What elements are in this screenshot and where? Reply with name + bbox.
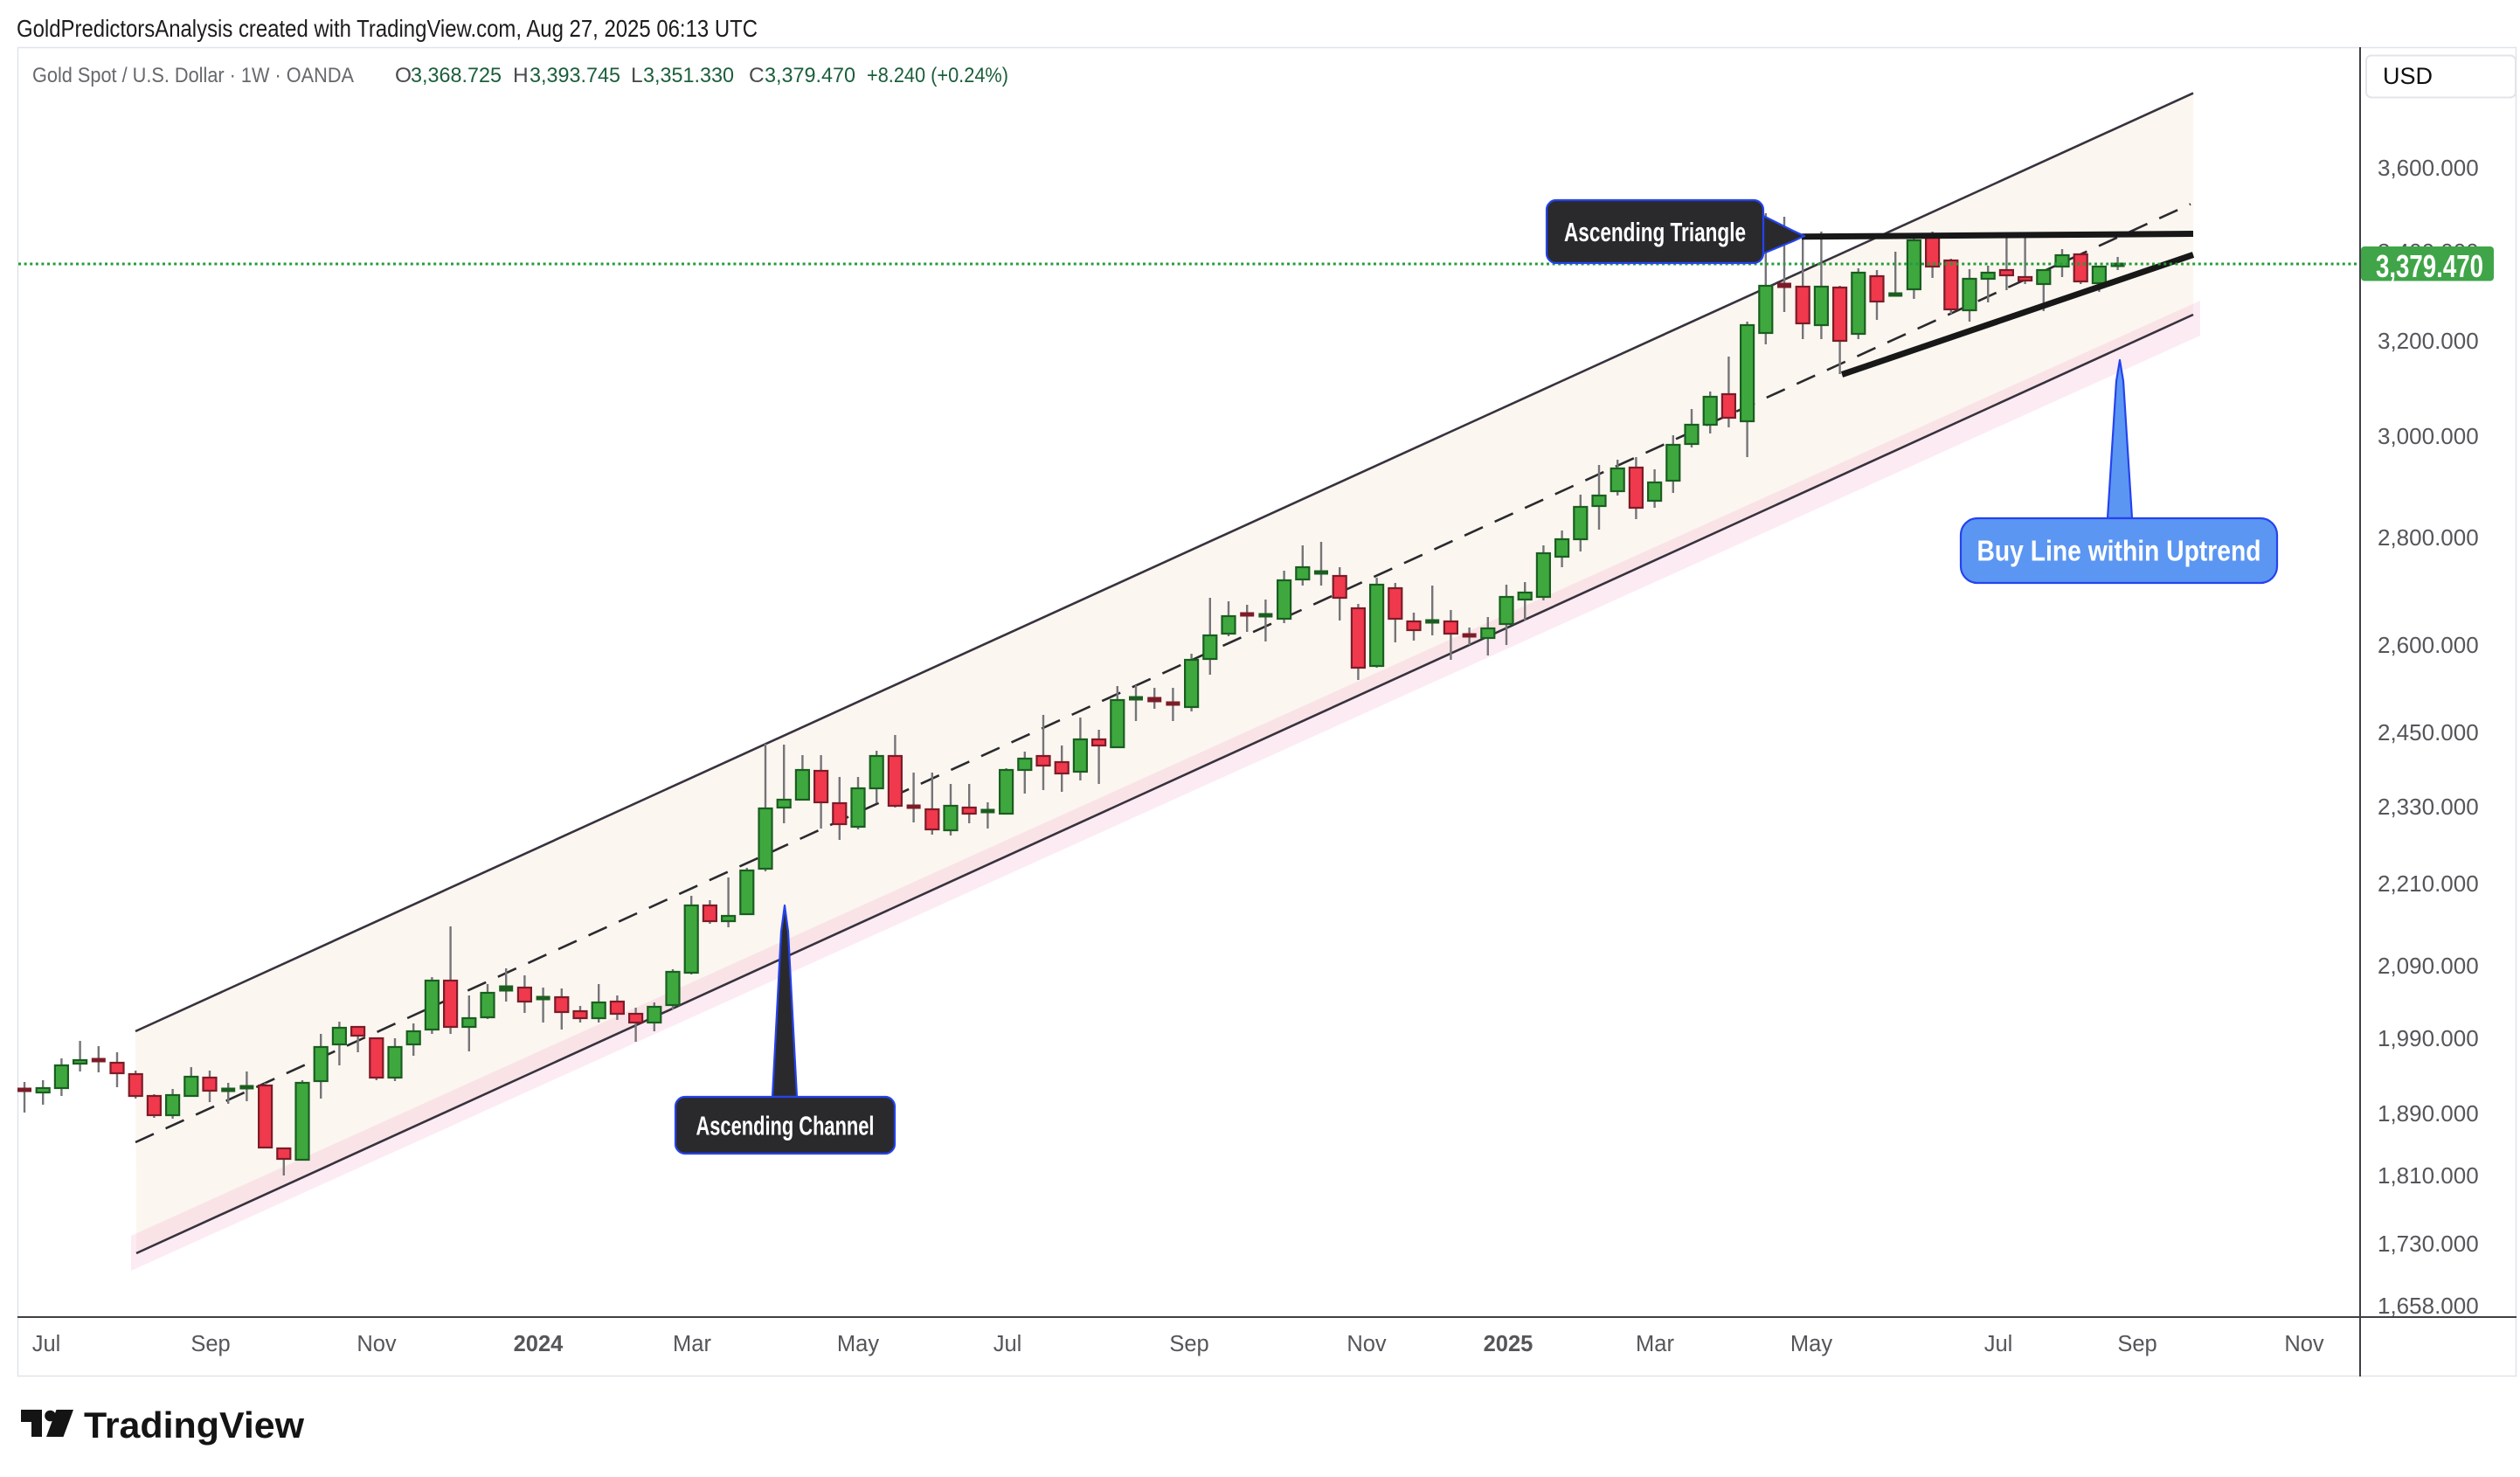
svg-text:3,000.000: 3,000.000 bbox=[2378, 423, 2479, 449]
svg-text:1,890.000: 1,890.000 bbox=[2378, 1100, 2479, 1127]
svg-text:TradingView: TradingView bbox=[84, 1404, 304, 1446]
svg-text:O: O bbox=[395, 64, 412, 87]
svg-text:3,351.330: 3,351.330 bbox=[643, 64, 734, 87]
svg-text:Jul: Jul bbox=[32, 1332, 61, 1356]
svg-text:2024: 2024 bbox=[514, 1332, 564, 1356]
svg-text:Nov: Nov bbox=[357, 1332, 397, 1356]
svg-text:2025: 2025 bbox=[1484, 1332, 1533, 1356]
svg-text:May: May bbox=[1790, 1332, 1832, 1356]
svg-text:USD: USD bbox=[2383, 63, 2433, 89]
svg-text:Sep: Sep bbox=[1169, 1332, 1208, 1356]
svg-text:Mar: Mar bbox=[1636, 1332, 1674, 1356]
svg-text:Gold Spot / U.S. Dollar · 1W ·: Gold Spot / U.S. Dollar · 1W · OANDA bbox=[32, 64, 355, 87]
svg-text:Ascending Channel: Ascending Channel bbox=[696, 1110, 875, 1141]
svg-text:GoldPredictorsAnalysis created: GoldPredictorsAnalysis created with Trad… bbox=[17, 15, 758, 42]
svg-text:3,379.470: 3,379.470 bbox=[2376, 248, 2483, 284]
svg-text:Sep: Sep bbox=[190, 1332, 230, 1356]
svg-text:Jul: Jul bbox=[1984, 1332, 2013, 1356]
svg-text:May: May bbox=[837, 1332, 879, 1356]
svg-text:Sep: Sep bbox=[2117, 1332, 2157, 1356]
svg-text:1,810.000: 1,810.000 bbox=[2378, 1162, 2479, 1189]
svg-text:Mar: Mar bbox=[673, 1332, 711, 1356]
svg-text:3,393.745: 3,393.745 bbox=[530, 64, 620, 87]
svg-text:Nov: Nov bbox=[2284, 1332, 2324, 1356]
svg-text:L: L bbox=[631, 64, 643, 87]
svg-text:2,450.000: 2,450.000 bbox=[2378, 719, 2479, 745]
svg-text:2,090.000: 2,090.000 bbox=[2378, 953, 2479, 979]
svg-text:3,200.000: 3,200.000 bbox=[2378, 328, 2479, 354]
svg-text:C: C bbox=[749, 64, 765, 87]
svg-text:3,379.470: 3,379.470 bbox=[765, 64, 855, 87]
svg-text:1,658.000: 1,658.000 bbox=[2378, 1293, 2479, 1319]
svg-text:2,210.000: 2,210.000 bbox=[2378, 870, 2479, 897]
svg-text:2,800.000: 2,800.000 bbox=[2378, 524, 2479, 551]
svg-text:Nov: Nov bbox=[1347, 1332, 1387, 1356]
svg-text:1,990.000: 1,990.000 bbox=[2378, 1025, 2479, 1051]
svg-text:2,330.000: 2,330.000 bbox=[2378, 794, 2479, 820]
svg-text:Ascending Triangle: Ascending Triangle bbox=[1564, 217, 1746, 247]
svg-text:3,600.000: 3,600.000 bbox=[2378, 155, 2479, 181]
svg-text:H: H bbox=[513, 64, 529, 87]
svg-text:1,730.000: 1,730.000 bbox=[2378, 1231, 2479, 1257]
svg-text:3,368.725: 3,368.725 bbox=[411, 64, 502, 87]
svg-text:2,600.000: 2,600.000 bbox=[2378, 632, 2479, 658]
svg-text:+8.240 (+0.24%): +8.240 (+0.24%) bbox=[867, 64, 1008, 87]
svg-text:Jul: Jul bbox=[993, 1332, 1022, 1356]
svg-text:Buy Line within Uptrend: Buy Line within Uptrend bbox=[1977, 535, 2261, 567]
